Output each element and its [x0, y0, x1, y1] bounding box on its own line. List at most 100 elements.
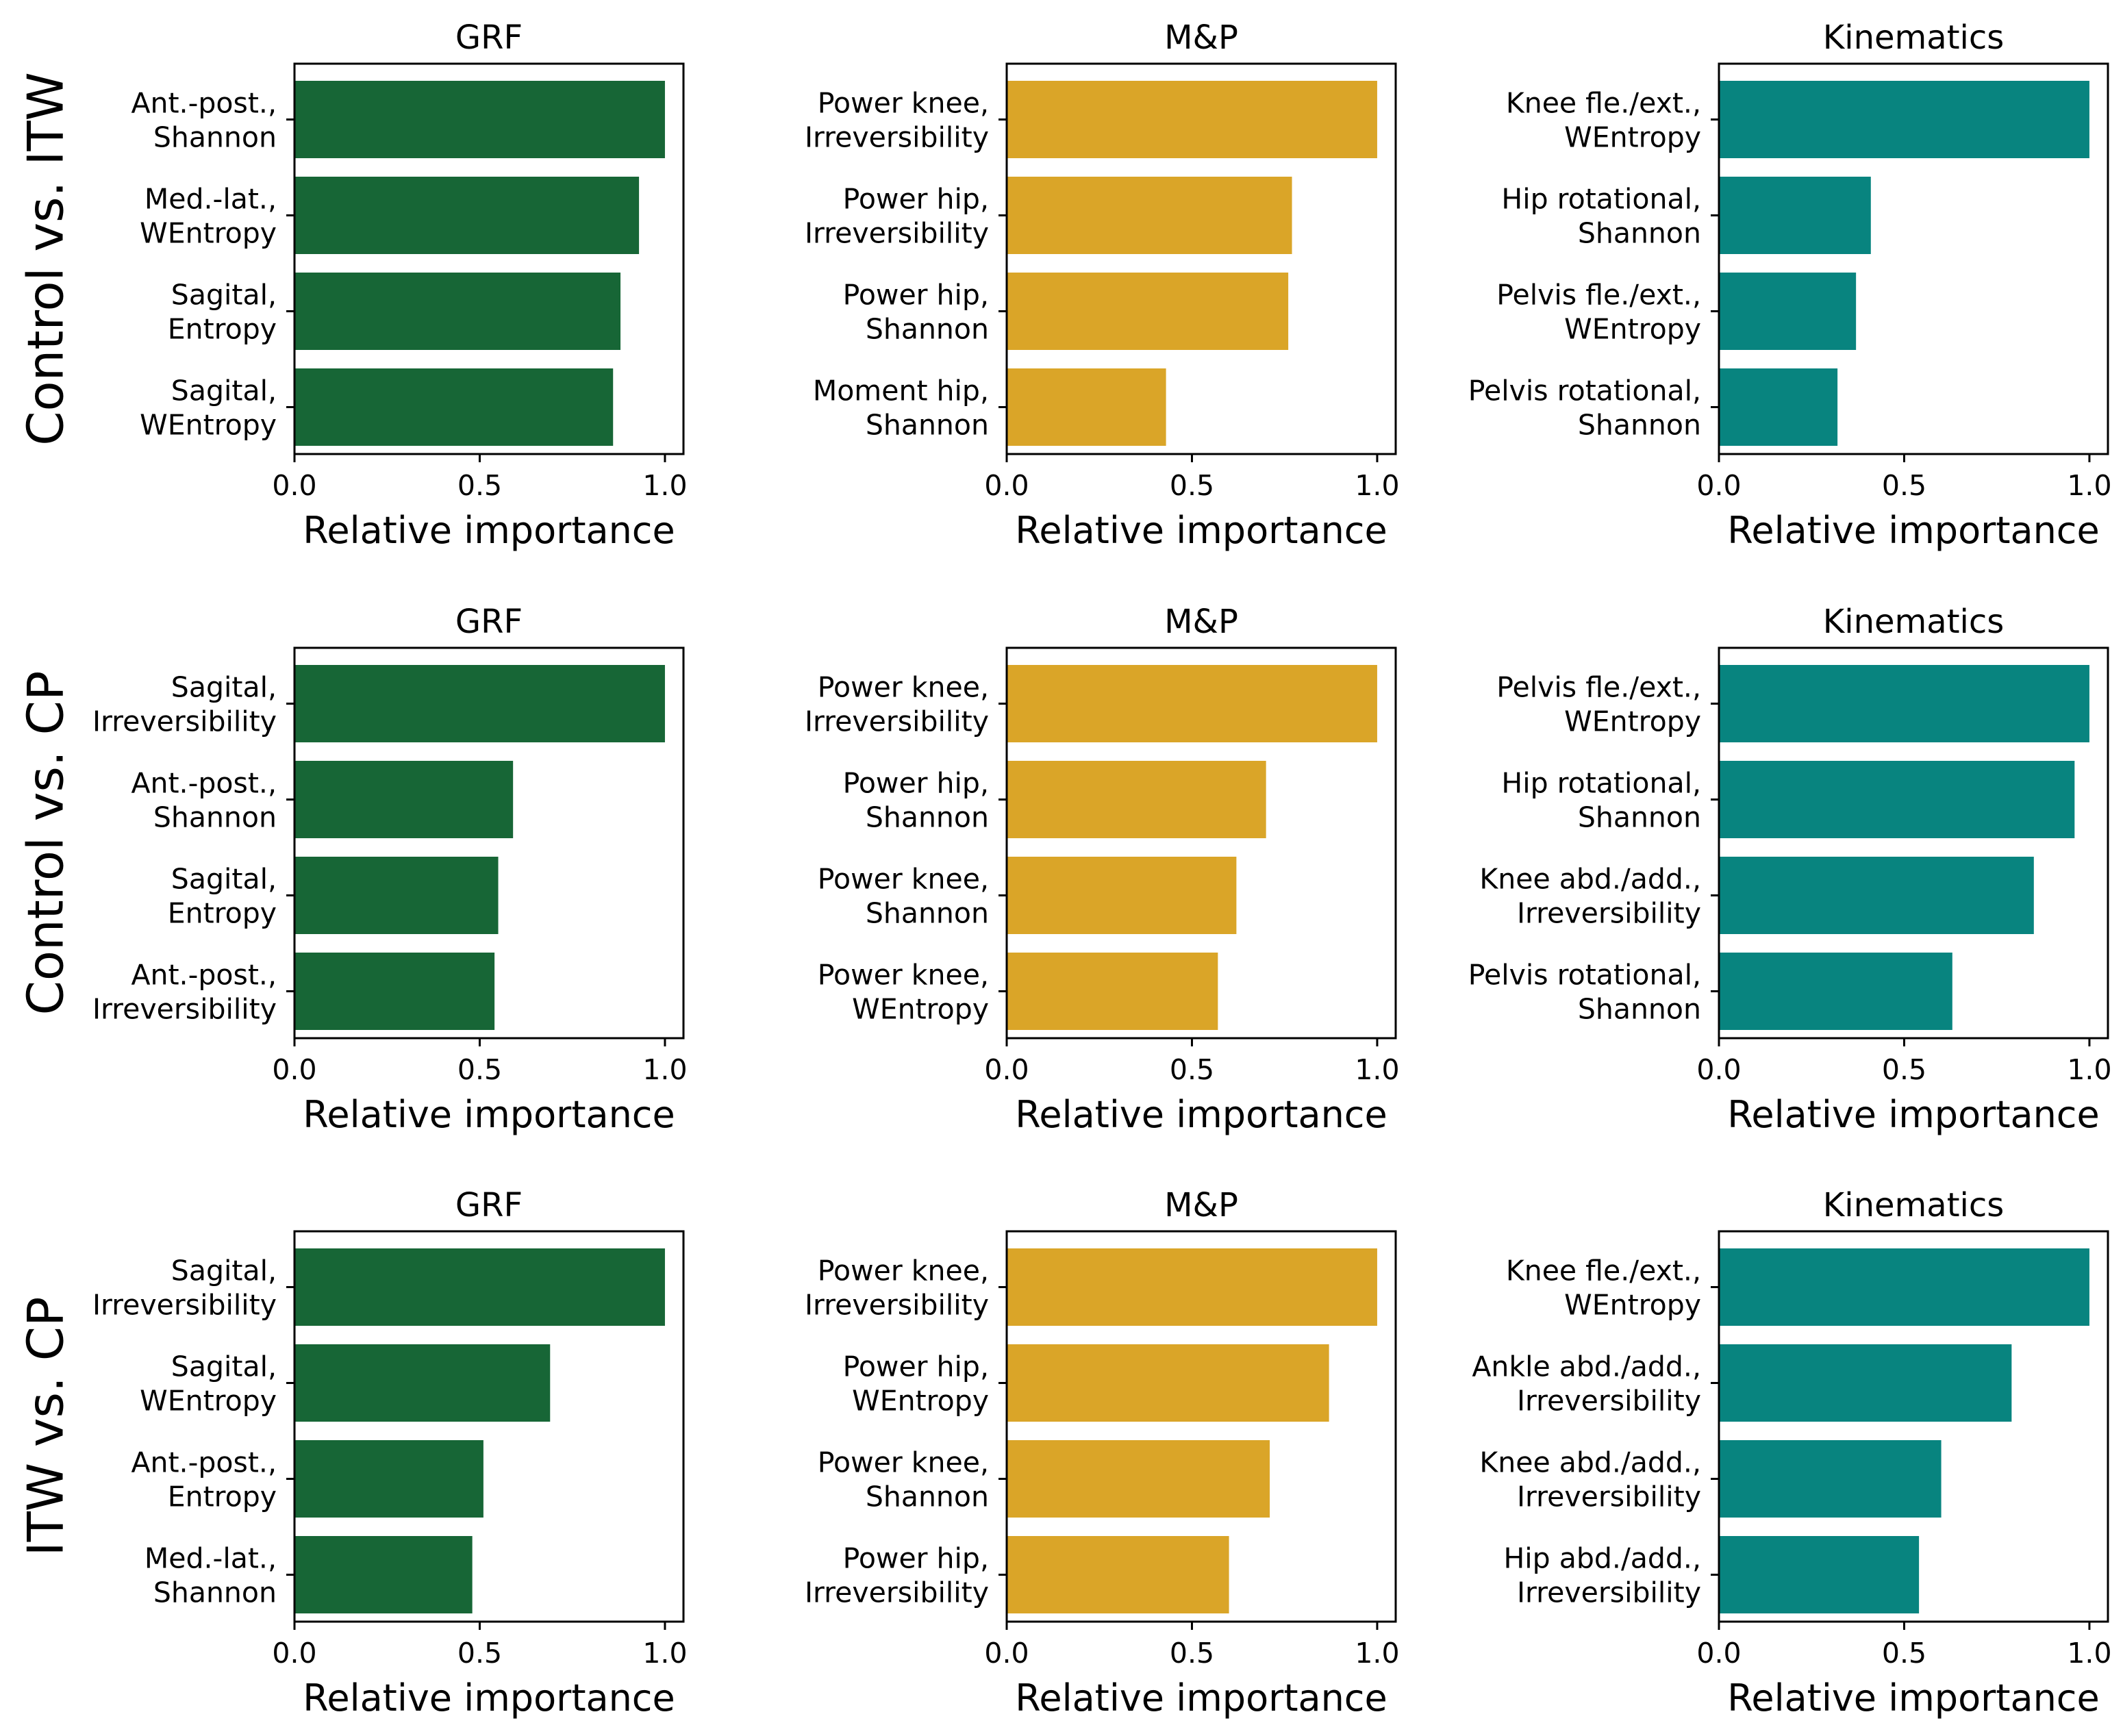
- subplot-r3-c3-bar-3: [1719, 1440, 1942, 1518]
- subplot-r2-c1-category-label-4-line-1: Ant.-post.,: [131, 959, 277, 992]
- subplot-r1-c1-category-label-4-line-2: WEntropy: [140, 409, 277, 442]
- subplot-r3-c2-category-label-2-line-1: Power hip,: [843, 1350, 989, 1383]
- subplot-r1-c1-category-label-1-line-1: Ant.-post.,: [131, 87, 277, 120]
- subplot-r1-c2-category-label-1-line-2: Irreversibility: [805, 121, 989, 154]
- subplot-r2-c3-category-label-2-line-1: Hip rotational,: [1501, 767, 1701, 800]
- subplot-r1-c1-category-label-3-line-2: Entropy: [168, 313, 277, 346]
- subplot-r3-c3-bar-1: [1719, 1248, 2089, 1326]
- subplot-r3-c2-xtick-label-1: 0.0: [984, 1637, 1029, 1670]
- subplot-r1-c2-category-label-2-line-2: Irreversibility: [805, 217, 989, 250]
- subplot-r2-c2-category-label-2: Power hip, Shannon: [843, 767, 989, 834]
- subplot-r3-c1-xtick-label-3: 1.0: [642, 1637, 687, 1670]
- subplot-r2-c2-category-label-2-line-2: Shannon: [866, 801, 989, 834]
- subplot-r3-c2-category-label-3-line-1: Power knee,: [818, 1446, 989, 1479]
- subplot-r2-c1-bar-2: [294, 761, 514, 838]
- subplot-r3-c2-axes: [1005, 1230, 1397, 1623]
- subplot-r1-c1-category-label-4-line-1: Sagital,: [171, 375, 277, 407]
- subplot-r1-c3-category-label-1: Knee fle./ext., WEntropy: [1506, 87, 1701, 154]
- row-label-2: Control vs. CP: [17, 671, 75, 1016]
- subplot-r3-c1-axes: [293, 1230, 685, 1623]
- subplot-r3-c1-category-label-2: Sagital, WEntropy: [140, 1350, 277, 1418]
- subplot-r2-c1-category-label-3-line-1: Sagital,: [171, 863, 277, 896]
- subplot-r1-c1-xtick-label-1: 0.0: [272, 469, 316, 502]
- subplot-r3-c1-bar-4: [294, 1536, 473, 1613]
- subplot-r3-c3-bar-4: [1719, 1536, 1920, 1613]
- subplot-r2-c2-category-label-3: Power knee, Shannon: [818, 863, 989, 930]
- subplot-r2-c3-category-label-4-line-1: Pelvis rotational,: [1468, 959, 1701, 992]
- subplot-r2-c2-category-label-1-line-1: Power knee,: [818, 671, 989, 704]
- subplot-r3-c3-category-label-2-line-2: Irreversibility: [1517, 1385, 1701, 1418]
- subplot-r1-c3-xtick-label-2: 0.5: [1882, 469, 1926, 502]
- subplot-r2-c2-category-label-1-line-2: Irreversibility: [805, 705, 989, 738]
- subplot-r3-c3-xtick-label-1: 0.0: [1696, 1637, 1741, 1670]
- subplot-r1-c1-bar-4: [294, 368, 614, 446]
- subplot-r3-c2-category-label-4: Power hip, Irreversibility: [805, 1542, 989, 1609]
- subplot-r2-c1-xtick-label-1: 0.0: [272, 1053, 316, 1086]
- subplot-r2-c3-bar-4: [1719, 953, 1952, 1030]
- subplot-r1-c2-category-label-4-line-1: Moment hip,: [813, 375, 989, 407]
- subplot-r2-c1-category-label-2-line-2: Shannon: [153, 801, 277, 834]
- subplot-r3-c2-category-label-2: Power hip, WEntropy: [843, 1350, 989, 1418]
- subplot-r2-c1-bar-4: [294, 953, 495, 1030]
- subplot-r1-c3-category-label-3-line-1: Pelvis fle./ext.,: [1496, 279, 1701, 312]
- subplot-r3-c1-xtick-label-1: 0.0: [272, 1637, 316, 1670]
- subplot-r2-c2-bar-3: [1007, 857, 1237, 934]
- subplot-r1-c3-title: Kinematics: [1823, 18, 2005, 57]
- subplot-r1-c1-bar-3: [294, 273, 621, 350]
- subplot-r3-c2-xtick-label-2: 0.5: [1170, 1637, 1214, 1670]
- subplot-r2-c2-category-label-1: Power knee, Irreversibility: [805, 671, 989, 738]
- subplot-r2-c3-xtick-label-2: 0.5: [1882, 1053, 1926, 1086]
- subplot-r3-c1-category-label-1-line-2: Irreversibility: [92, 1289, 277, 1322]
- subplot-r3-c1-bar-2: [294, 1344, 551, 1422]
- subplot-r3-c2-bar-3: [1007, 1440, 1270, 1518]
- subplot-r1-c3-category-label-2-line-2: Shannon: [1578, 217, 1701, 250]
- subplot-r1-c2-category-label-2-line-1: Power hip,: [843, 183, 989, 216]
- subplot-r2-c1-category-label-3-line-2: Entropy: [168, 897, 277, 930]
- subplot-r2-c2-bar-1: [1007, 665, 1377, 742]
- subplot-r1-c3-category-label-4: Pelvis rotational, Shannon: [1468, 375, 1701, 442]
- subplot-r1-c3-category-label-2: Hip rotational, Shannon: [1501, 183, 1701, 250]
- subplot-r2-c3-axes: [1718, 646, 2109, 1040]
- subplot-r2-c3-category-label-1-line-1: Pelvis fle./ext.,: [1496, 671, 1701, 704]
- subplot-r1-c1-xlabel: Relative importance: [303, 509, 675, 552]
- subplot-r1-c2-bar-2: [1007, 177, 1292, 254]
- subplot-r2-c2-bar-4: [1007, 953, 1218, 1030]
- subplot-r3-c2-category-label-2-line-2: WEntropy: [852, 1385, 989, 1418]
- subplot-r1-c2-category-label-1: Power knee, Irreversibility: [805, 87, 989, 154]
- subplot-r2-c2-bar-2: [1007, 761, 1266, 838]
- subplot-r3-c1-bar-3: [294, 1440, 483, 1518]
- subplot-r3-c2-bar-4: [1007, 1536, 1229, 1613]
- subplot-r2-c1-category-label-1: Sagital, Irreversibility: [92, 671, 277, 738]
- subplot-r2-c1-xlabel: Relative importance: [303, 1093, 675, 1136]
- subplot-r1-c3-category-label-1-line-1: Knee fle./ext.,: [1506, 87, 1701, 120]
- subplot-r2-c2-xtick-label-1: 0.0: [984, 1053, 1029, 1086]
- subplot-r2-c2-category-label-4-line-2: WEntropy: [852, 993, 989, 1026]
- subplot-r3-c2-category-label-1-line-2: Irreversibility: [805, 1289, 989, 1322]
- subplot-r1-c3-category-label-3-line-2: WEntropy: [1564, 313, 1701, 346]
- subplot-r2-c3-category-label-1-line-2: WEntropy: [1564, 705, 1701, 738]
- subplot-r3-c1-category-label-3: Ant.-post., Entropy: [131, 1446, 277, 1513]
- subplot-r1-c2-axes: [1005, 62, 1397, 455]
- subplot-r1-c2-category-label-2: Power hip, Irreversibility: [805, 183, 989, 250]
- subplot-r1-c1-category-label-1: Ant.-post., Shannon: [131, 87, 277, 154]
- subplot-r3-c2-category-label-1: Power knee, Irreversibility: [805, 1255, 989, 1322]
- subplot-r1-c2-title: M&P: [1164, 18, 1238, 57]
- subplot-r2-c3-category-label-3-line-1: Knee abd./add.,: [1479, 863, 1701, 896]
- subplot-r3-c1-category-label-1-line-1: Sagital,: [171, 1255, 277, 1287]
- subplot-r2-c1-xtick-label-3: 1.0: [642, 1053, 687, 1086]
- subplot-r3-c3-category-label-3-line-2: Irreversibility: [1517, 1481, 1701, 1513]
- subplot-r2-c3-title: Kinematics: [1823, 603, 2005, 641]
- subplot-r3-c3: Kinematics Knee fle./ext., WEntropy Ankle a…: [1472, 1186, 2111, 1720]
- subplot-r3-c3-category-label-1-line-2: WEntropy: [1564, 1289, 1701, 1322]
- subplot-r2-c1-xtick-label-2: 0.5: [457, 1053, 502, 1086]
- subplot-r3-c3-category-label-2-line-1: Ankle abd./add.,: [1472, 1350, 1701, 1383]
- subplot-r2-c1-title: GRF: [455, 603, 523, 641]
- subplot-r3-c3-title: Kinematics: [1823, 1186, 2005, 1224]
- subplot-r1-c2-xtick-label-1: 0.0: [984, 469, 1029, 502]
- subplot-r2-c2-xtick-label-3: 1.0: [1355, 1053, 1399, 1086]
- subplot-r2-c3-xtick-label-3: 1.0: [2067, 1053, 2111, 1086]
- subplot-r1-c1-category-label-1-line-2: Shannon: [153, 121, 277, 154]
- subplot-r2-c2-category-label-2-line-1: Power hip,: [843, 767, 989, 800]
